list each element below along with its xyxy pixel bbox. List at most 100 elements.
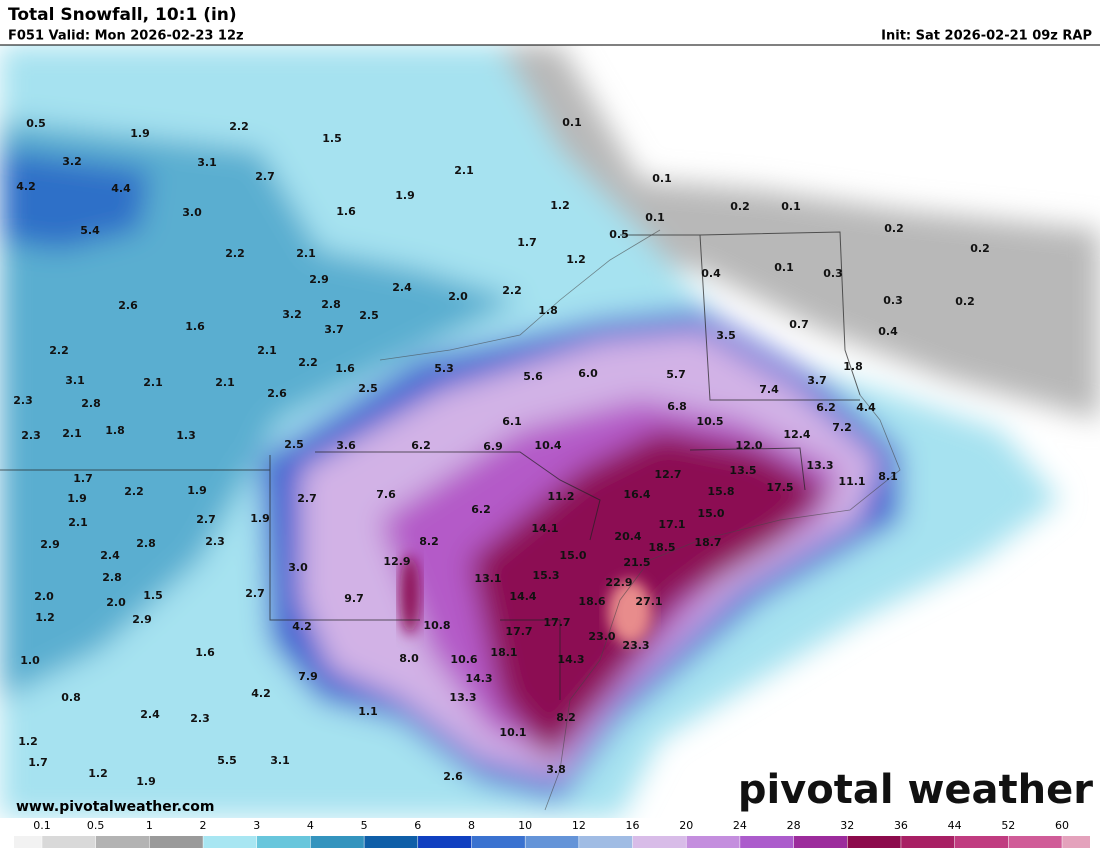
colorbar-tick-label: 1	[146, 819, 153, 832]
colorbar-segment	[364, 836, 418, 848]
snowfall-label: 2.2	[225, 247, 245, 260]
snowfall-label: 6.2	[411, 439, 431, 452]
snowfall-label: 1.5	[322, 132, 342, 145]
colorbar-tick-label: 0.1	[33, 819, 51, 832]
snowfall-label: 1.8	[105, 424, 125, 437]
snowfall-label: 1.9	[187, 484, 207, 497]
snowfall-label: 12.7	[654, 468, 681, 481]
map-title: Total Snowfall, 10:1 (in)	[8, 5, 237, 25]
snowfall-label: 2.2	[229, 120, 249, 133]
snowfall-label: 1.6	[185, 320, 205, 333]
snowfall-label: 2.6	[443, 770, 463, 783]
snowfall-label: 3.5	[716, 329, 736, 342]
snowfall-label: 5.7	[666, 368, 686, 381]
colorbar-tick-label: 52	[1001, 819, 1015, 832]
snowfall-label: 1.6	[335, 362, 355, 375]
snowfall-label: 3.8	[546, 763, 566, 776]
snowfall-label: 3.1	[270, 754, 290, 767]
snowfall-label: 8.2	[556, 711, 576, 724]
snowfall-label: 2.9	[309, 273, 329, 286]
snowfall-label: 0.4	[701, 267, 721, 280]
snowfall-label: 1.9	[67, 492, 87, 505]
snowfall-band	[400, 555, 420, 635]
colorbar-segment	[1008, 836, 1062, 848]
colorbar-segment	[203, 836, 257, 848]
colorbar-segment	[793, 836, 848, 848]
snowfall-label: 2.1	[296, 247, 316, 260]
colorbar-segment	[42, 836, 96, 848]
colorbar-tick-label: 36	[894, 819, 908, 832]
snowfall-label: 2.8	[102, 571, 122, 584]
snowfall-label: 1.2	[18, 735, 38, 748]
snowfall-label: 0.2	[730, 200, 750, 213]
colorbar-tick-label: 28	[787, 819, 801, 832]
snowfall-label: 0.8	[61, 691, 81, 704]
logo: pivotal weather	[738, 767, 1093, 813]
colorbar-segment	[900, 836, 955, 848]
snowfall-label: 1.9	[130, 127, 150, 140]
snowfall-label: 3.7	[807, 374, 827, 387]
snowfall-label: 17.7	[505, 625, 532, 638]
snowfall-label: 14.3	[465, 672, 492, 685]
snowfall-shading	[0, 45, 1100, 818]
snowfall-label: 14.1	[531, 522, 558, 535]
snowfall-label: 6.2	[471, 503, 491, 516]
colorbar-tick-label: 4	[307, 819, 314, 832]
colorbar-segment	[95, 836, 150, 848]
colorbar-segment	[14, 836, 42, 848]
snowfall-label: 6.2	[816, 401, 836, 414]
snowfall-label: 1.7	[517, 236, 537, 249]
snowfall-label: 1.2	[35, 611, 55, 624]
snowfall-label: 9.7	[344, 592, 364, 605]
snowfall-label: 15.3	[532, 569, 559, 582]
snowfall-label: 2.2	[502, 284, 522, 297]
snowfall-label: 0.4	[878, 325, 898, 338]
snowfall-label: 6.8	[667, 400, 687, 413]
snowfall-label: 2.1	[454, 164, 474, 177]
snowfall-label: 2.1	[215, 376, 235, 389]
snowfall-label: 3.1	[65, 374, 85, 387]
snowfall-label: 2.2	[298, 356, 318, 369]
snowfall-label: 0.2	[970, 242, 990, 255]
snowfall-label: 2.5	[358, 382, 378, 395]
snowfall-label: 15.0	[697, 507, 724, 520]
snowfall-label: 0.1	[774, 261, 794, 274]
snowfall-label: 0.1	[562, 116, 582, 129]
snowfall-label: 23.0	[588, 630, 615, 643]
snowfall-label: 3.7	[324, 323, 344, 336]
colorbar-tick-label: 0.5	[87, 819, 105, 832]
colorbar-tick-label: 12	[572, 819, 586, 832]
snowfall-label: 1.1	[358, 705, 378, 718]
init-time: Init: Sat 2026-02-21 09z RAP	[881, 29, 1092, 44]
snowfall-label: 0.1	[645, 211, 665, 224]
snowfall-label: 1.3	[176, 429, 196, 442]
snowfall-label: 2.7	[245, 587, 265, 600]
snowfall-label: 2.3	[21, 429, 41, 442]
snowfall-label: 1.9	[136, 775, 156, 788]
snowfall-label: 0.2	[955, 295, 975, 308]
snowfall-label: 1.7	[73, 472, 93, 485]
snowfall-label: 16.4	[623, 488, 650, 501]
snowfall-label: 5.4	[80, 224, 100, 237]
colorbar-segment	[471, 836, 526, 848]
snowfall-label: 6.0	[578, 367, 598, 380]
snowfall-label: 1.5	[143, 589, 163, 602]
snowfall-label: 8.1	[878, 470, 898, 483]
coastline	[379, 229, 901, 811]
snowfall-label: 1.6	[336, 205, 356, 218]
colorbar-segment	[1062, 836, 1090, 848]
snowfall-label: 18.5	[648, 541, 675, 554]
snowfall-label: 17.5	[766, 481, 793, 494]
snowfall-label: 2.3	[205, 535, 225, 548]
snowfall-label: 3.0	[182, 206, 202, 219]
snowfall-label: 2.7	[297, 492, 317, 505]
snowfall-label: 10.4	[534, 439, 561, 452]
snowfall-label: 4.2	[16, 180, 36, 193]
snowfall-label: 15.0	[559, 549, 586, 562]
snowfall-label: 7.2	[832, 421, 852, 434]
snowfall-label: 1.2	[566, 253, 586, 266]
snowfall-label: 2.9	[40, 538, 60, 551]
snowfall-label: 7.6	[376, 488, 396, 501]
snowfall-label: 17.1	[658, 518, 685, 531]
snowfall-max	[608, 580, 652, 644]
